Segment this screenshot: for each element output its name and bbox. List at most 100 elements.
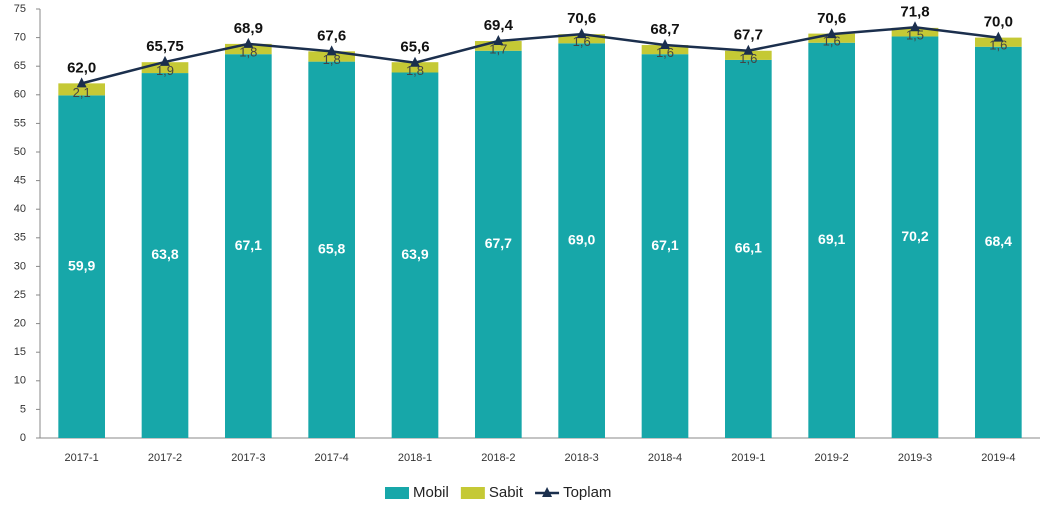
bar-segment: [808, 42, 855, 439]
line-marker: [493, 35, 504, 46]
bar-segment: [891, 36, 939, 439]
x-tick-label: 2019-3: [898, 452, 932, 464]
bar-segment: [475, 41, 522, 51]
bar-segment: [641, 54, 689, 439]
bar-segment: [225, 43, 272, 55]
legend-swatch: [460, 487, 485, 499]
legend-label: Mobil: [413, 484, 449, 501]
y-tick-label: 65: [14, 60, 26, 72]
data-label: 63,9: [401, 246, 428, 262]
bar-segment: [225, 54, 272, 439]
x-tick-label: 2019-4: [981, 452, 1015, 464]
y-tick-label: 45: [14, 175, 26, 187]
bar-segment: [558, 43, 605, 438]
line: [81, 26, 999, 85]
data-label: 63,8: [151, 246, 178, 262]
line-marker: [910, 21, 920, 32]
y-tick-label: 15: [14, 346, 26, 358]
line-marker: [993, 31, 1004, 42]
data-label: 70,0: [984, 14, 1013, 31]
data-label: 2,1: [73, 85, 91, 100]
bar-segment: [975, 46, 1022, 438]
legend-label: Toplam: [563, 484, 611, 501]
data-label: 68,7: [650, 21, 679, 38]
legend-swatch: [385, 487, 409, 499]
bar-segment: [475, 50, 522, 438]
bar-segment: [891, 27, 939, 37]
data-label: 65,6: [400, 39, 429, 56]
y-tick-label: 25: [14, 289, 26, 301]
y-tick-label: 55: [14, 117, 26, 129]
y-tick-label: 35: [14, 232, 26, 244]
y-tick-label: 20: [14, 318, 26, 330]
x-tick-label: 2018-3: [565, 452, 599, 464]
bar-segment: [308, 51, 355, 62]
data-label: 70,2: [901, 228, 928, 244]
x-tick-label: 2019-2: [815, 452, 849, 464]
data-label: 71,8: [900, 3, 929, 20]
data-label: 70,6: [817, 10, 846, 27]
data-label: 65,8: [318, 241, 345, 257]
line-marker: [160, 55, 170, 66]
y-tick-label: 70: [14, 32, 26, 44]
y-tick-label: 60: [14, 89, 26, 101]
bar-segment: [141, 62, 189, 74]
line-marker: [826, 28, 837, 39]
data-label: 1,8: [323, 52, 341, 67]
bar-segment: [725, 50, 772, 60]
bar-segment: [808, 33, 855, 43]
y-tick-label: 30: [14, 260, 26, 272]
data-label: 67,7: [485, 235, 512, 251]
line-marker: [743, 44, 754, 55]
bar-segment: [558, 34, 605, 44]
bar-segment: [141, 73, 189, 439]
data-label: 1,5: [906, 28, 924, 43]
legend-swatch: [542, 487, 553, 497]
line-marker: [326, 45, 337, 56]
line-marker: [410, 56, 420, 67]
y-tick-label: 40: [14, 203, 26, 215]
x-tick-label: 2017-3: [231, 452, 265, 464]
data-label: 59,9: [68, 257, 95, 273]
bar-segment: [391, 62, 439, 73]
y-tick-label: 0: [20, 432, 26, 444]
data-label: 1,8: [239, 44, 257, 59]
bar-segment: [58, 83, 105, 96]
data-label: 68,4: [985, 233, 1012, 249]
y-tick-label: 10: [14, 375, 26, 387]
data-label: 67,1: [651, 237, 678, 253]
data-label: 68,9: [234, 20, 263, 37]
bar-segment: [641, 45, 689, 55]
data-label: 1,7: [489, 41, 507, 56]
bar-segment: [391, 72, 439, 438]
data-label: 69,0: [568, 231, 595, 247]
line-marker: [243, 37, 254, 48]
data-label: 67,7: [734, 27, 763, 44]
x-tick-label: 2019-1: [731, 452, 765, 464]
line-marker: [76, 77, 87, 88]
data-label: 62,0: [67, 59, 96, 76]
line-marker: [576, 28, 587, 39]
data-label: 67,6: [317, 27, 346, 44]
y-tick-label: 50: [14, 146, 26, 158]
data-label: 65,75: [146, 38, 184, 55]
bar-segment: [308, 61, 355, 439]
x-tick-label: 2018-2: [481, 452, 515, 464]
bar-segment: [725, 59, 772, 439]
data-label: 69,4: [484, 17, 514, 34]
y-tick-label: 75: [14, 3, 26, 15]
data-label: 70,6: [567, 10, 596, 27]
bar-segment: [975, 37, 1022, 47]
data-label: 1,9: [156, 63, 174, 78]
x-tick-label: 2017-1: [65, 452, 99, 464]
x-tick-label: 2017-4: [315, 452, 349, 464]
data-label: 66,1: [735, 240, 762, 256]
legend-label: Sabit: [489, 484, 524, 501]
bar-segment: [58, 95, 105, 438]
data-label: 69,1: [818, 231, 845, 247]
x-tick-label: 2018-1: [398, 452, 432, 464]
x-tick-label: 2017-2: [148, 452, 182, 464]
data-label: 67,1: [235, 237, 262, 253]
line-marker: [660, 39, 670, 50]
